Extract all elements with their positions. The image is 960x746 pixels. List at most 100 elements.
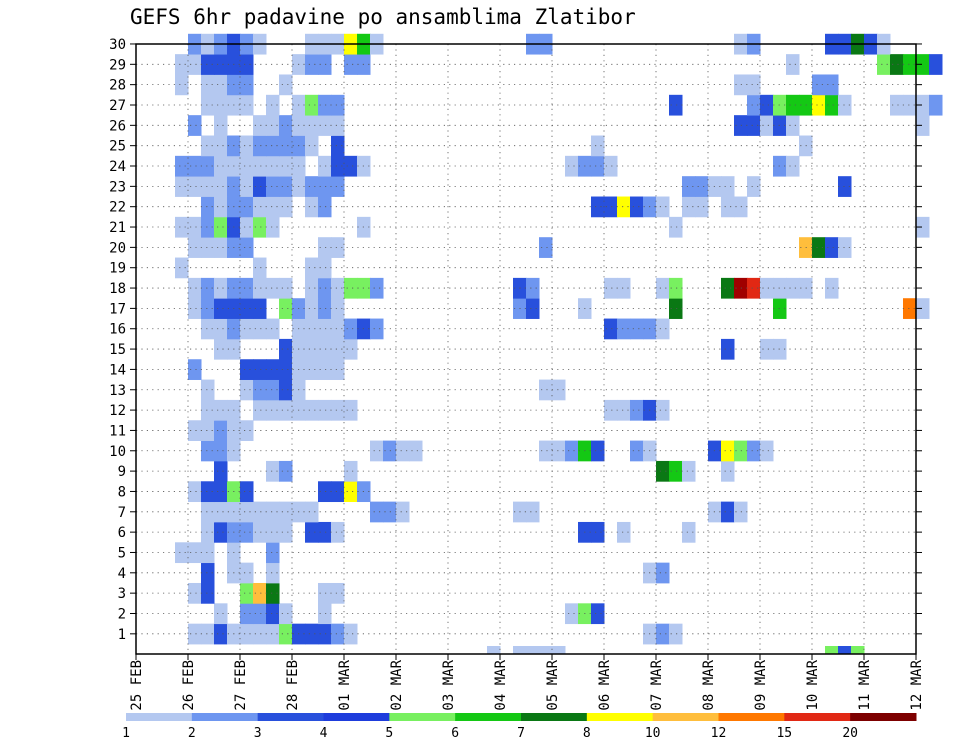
heatmap-cell [240, 582, 254, 604]
heatmap-cell [747, 94, 761, 116]
heatmap-cell [318, 298, 332, 319]
heatmap-cell [201, 379, 215, 401]
heatmap-cell [214, 399, 228, 421]
heatmap-cell [344, 318, 358, 340]
heatmap-cell [188, 54, 202, 75]
heatmap-cell [682, 196, 696, 218]
heatmap-cell [175, 54, 189, 75]
heatmap-cell [552, 379, 566, 401]
y-tick-label: 29 [109, 57, 126, 73]
heatmap-cell [240, 481, 254, 503]
heatmap-cell [526, 277, 540, 299]
chart-title: GEFS 6hr padavine po ansamblima Zlatibor [130, 5, 636, 29]
heatmap-cell [760, 440, 774, 462]
heatmap-cell [253, 115, 267, 136]
heatmap-cell [253, 603, 267, 625]
heatmap-cell [253, 176, 267, 197]
y-tick-label: 8 [118, 484, 126, 500]
heatmap-cell [552, 646, 566, 655]
heatmap-cell [318, 399, 332, 421]
x-tick-label: 06 MAR [597, 659, 613, 710]
heatmap-cell [825, 646, 839, 655]
heatmap-cell [916, 216, 930, 238]
heatmap-cell [318, 623, 332, 645]
heatmap-cell [487, 646, 501, 655]
heatmap-cell [916, 54, 930, 75]
heatmap-cell [656, 196, 670, 218]
heatmap-cell [175, 176, 189, 197]
y-tick-label: 28 [109, 78, 126, 94]
heatmap-cell [201, 542, 215, 564]
heatmap-cell [201, 582, 215, 604]
heatmap-cell [279, 521, 293, 543]
heatmap-cell [266, 196, 280, 218]
heatmap-cell [318, 338, 332, 360]
heatmap-cell [240, 74, 254, 96]
heatmap-cell [305, 277, 319, 299]
heatmap-cell [305, 176, 319, 197]
heatmap-cell [617, 399, 631, 421]
heatmap-cell [305, 94, 319, 116]
colorbar-segment [389, 713, 456, 721]
heatmap-cell [669, 277, 683, 299]
heatmap-cell [279, 196, 293, 218]
heatmap-cell [877, 54, 891, 75]
x-tick-label: 07 MAR [649, 659, 665, 710]
heatmap-cell [656, 562, 670, 584]
x-axis: 25 FEB 26 FEB 27 FEB 28 FEB 01 MAR 02 MAR 03 M… [129, 654, 925, 711]
heatmap-cell [253, 318, 267, 340]
heatmap-cell [188, 582, 202, 604]
y-tick-label: 19 [109, 261, 126, 277]
heatmap-cell [188, 623, 202, 645]
heatmap-cell [331, 481, 345, 503]
heatmap-cell [305, 257, 319, 279]
heatmap-cell [825, 94, 839, 116]
heatmap-cell [318, 54, 332, 75]
heatmap-cell [331, 359, 345, 380]
heatmap-cell [604, 277, 618, 299]
heatmap-cell [396, 501, 410, 523]
heatmap-cell [266, 399, 280, 421]
y-tick-label: 7 [118, 505, 126, 521]
heatmap-cell [825, 237, 839, 258]
heatmap-cell [279, 460, 293, 482]
heatmap-cell [253, 135, 267, 157]
heatmap-cell [279, 155, 293, 177]
x-tick-label: 09 MAR [753, 659, 769, 710]
heatmap-cell [253, 359, 267, 380]
heatmap-cell [214, 277, 228, 299]
heatmap-cell [903, 54, 917, 75]
heatmap-cell [240, 216, 254, 238]
heatmap-cell [734, 196, 748, 218]
y-tick-label: 16 [109, 322, 126, 338]
x-tick-label: 08 MAR [701, 659, 717, 710]
colorbar-label: 7 [517, 726, 525, 741]
heatmap-cell [916, 94, 930, 116]
heatmap-cell [279, 623, 293, 645]
colorbar-label: 20 [842, 726, 858, 741]
heatmap-cell [331, 582, 345, 604]
heatmap-cell [240, 562, 254, 584]
colorbar-segment [521, 713, 588, 721]
heatmap-cell [279, 603, 293, 625]
x-tick-label: 04 MAR [493, 659, 509, 710]
heatmap-cell [201, 623, 215, 645]
heatmap-cell [370, 318, 384, 340]
heatmap-cell [201, 562, 215, 584]
heatmap-cell [266, 501, 280, 523]
heatmap-cell [318, 277, 332, 299]
heatmap-cell [318, 481, 332, 503]
colorbar-segment [323, 713, 390, 721]
heatmap-cell [747, 176, 761, 197]
heatmap-cell [513, 646, 527, 655]
x-tick-label: 28 FEB [285, 660, 301, 711]
x-tick-label: 25 FEB [129, 660, 145, 711]
heatmap-cell [591, 521, 605, 543]
heatmap-cell [331, 399, 345, 421]
y-axis: 1234567891011121314151617181920212223242… [109, 37, 922, 643]
heatmap-cell [240, 237, 254, 258]
heatmap-cell [734, 440, 748, 462]
heatmap-cell [747, 440, 761, 462]
heatmap-cell [721, 176, 735, 197]
